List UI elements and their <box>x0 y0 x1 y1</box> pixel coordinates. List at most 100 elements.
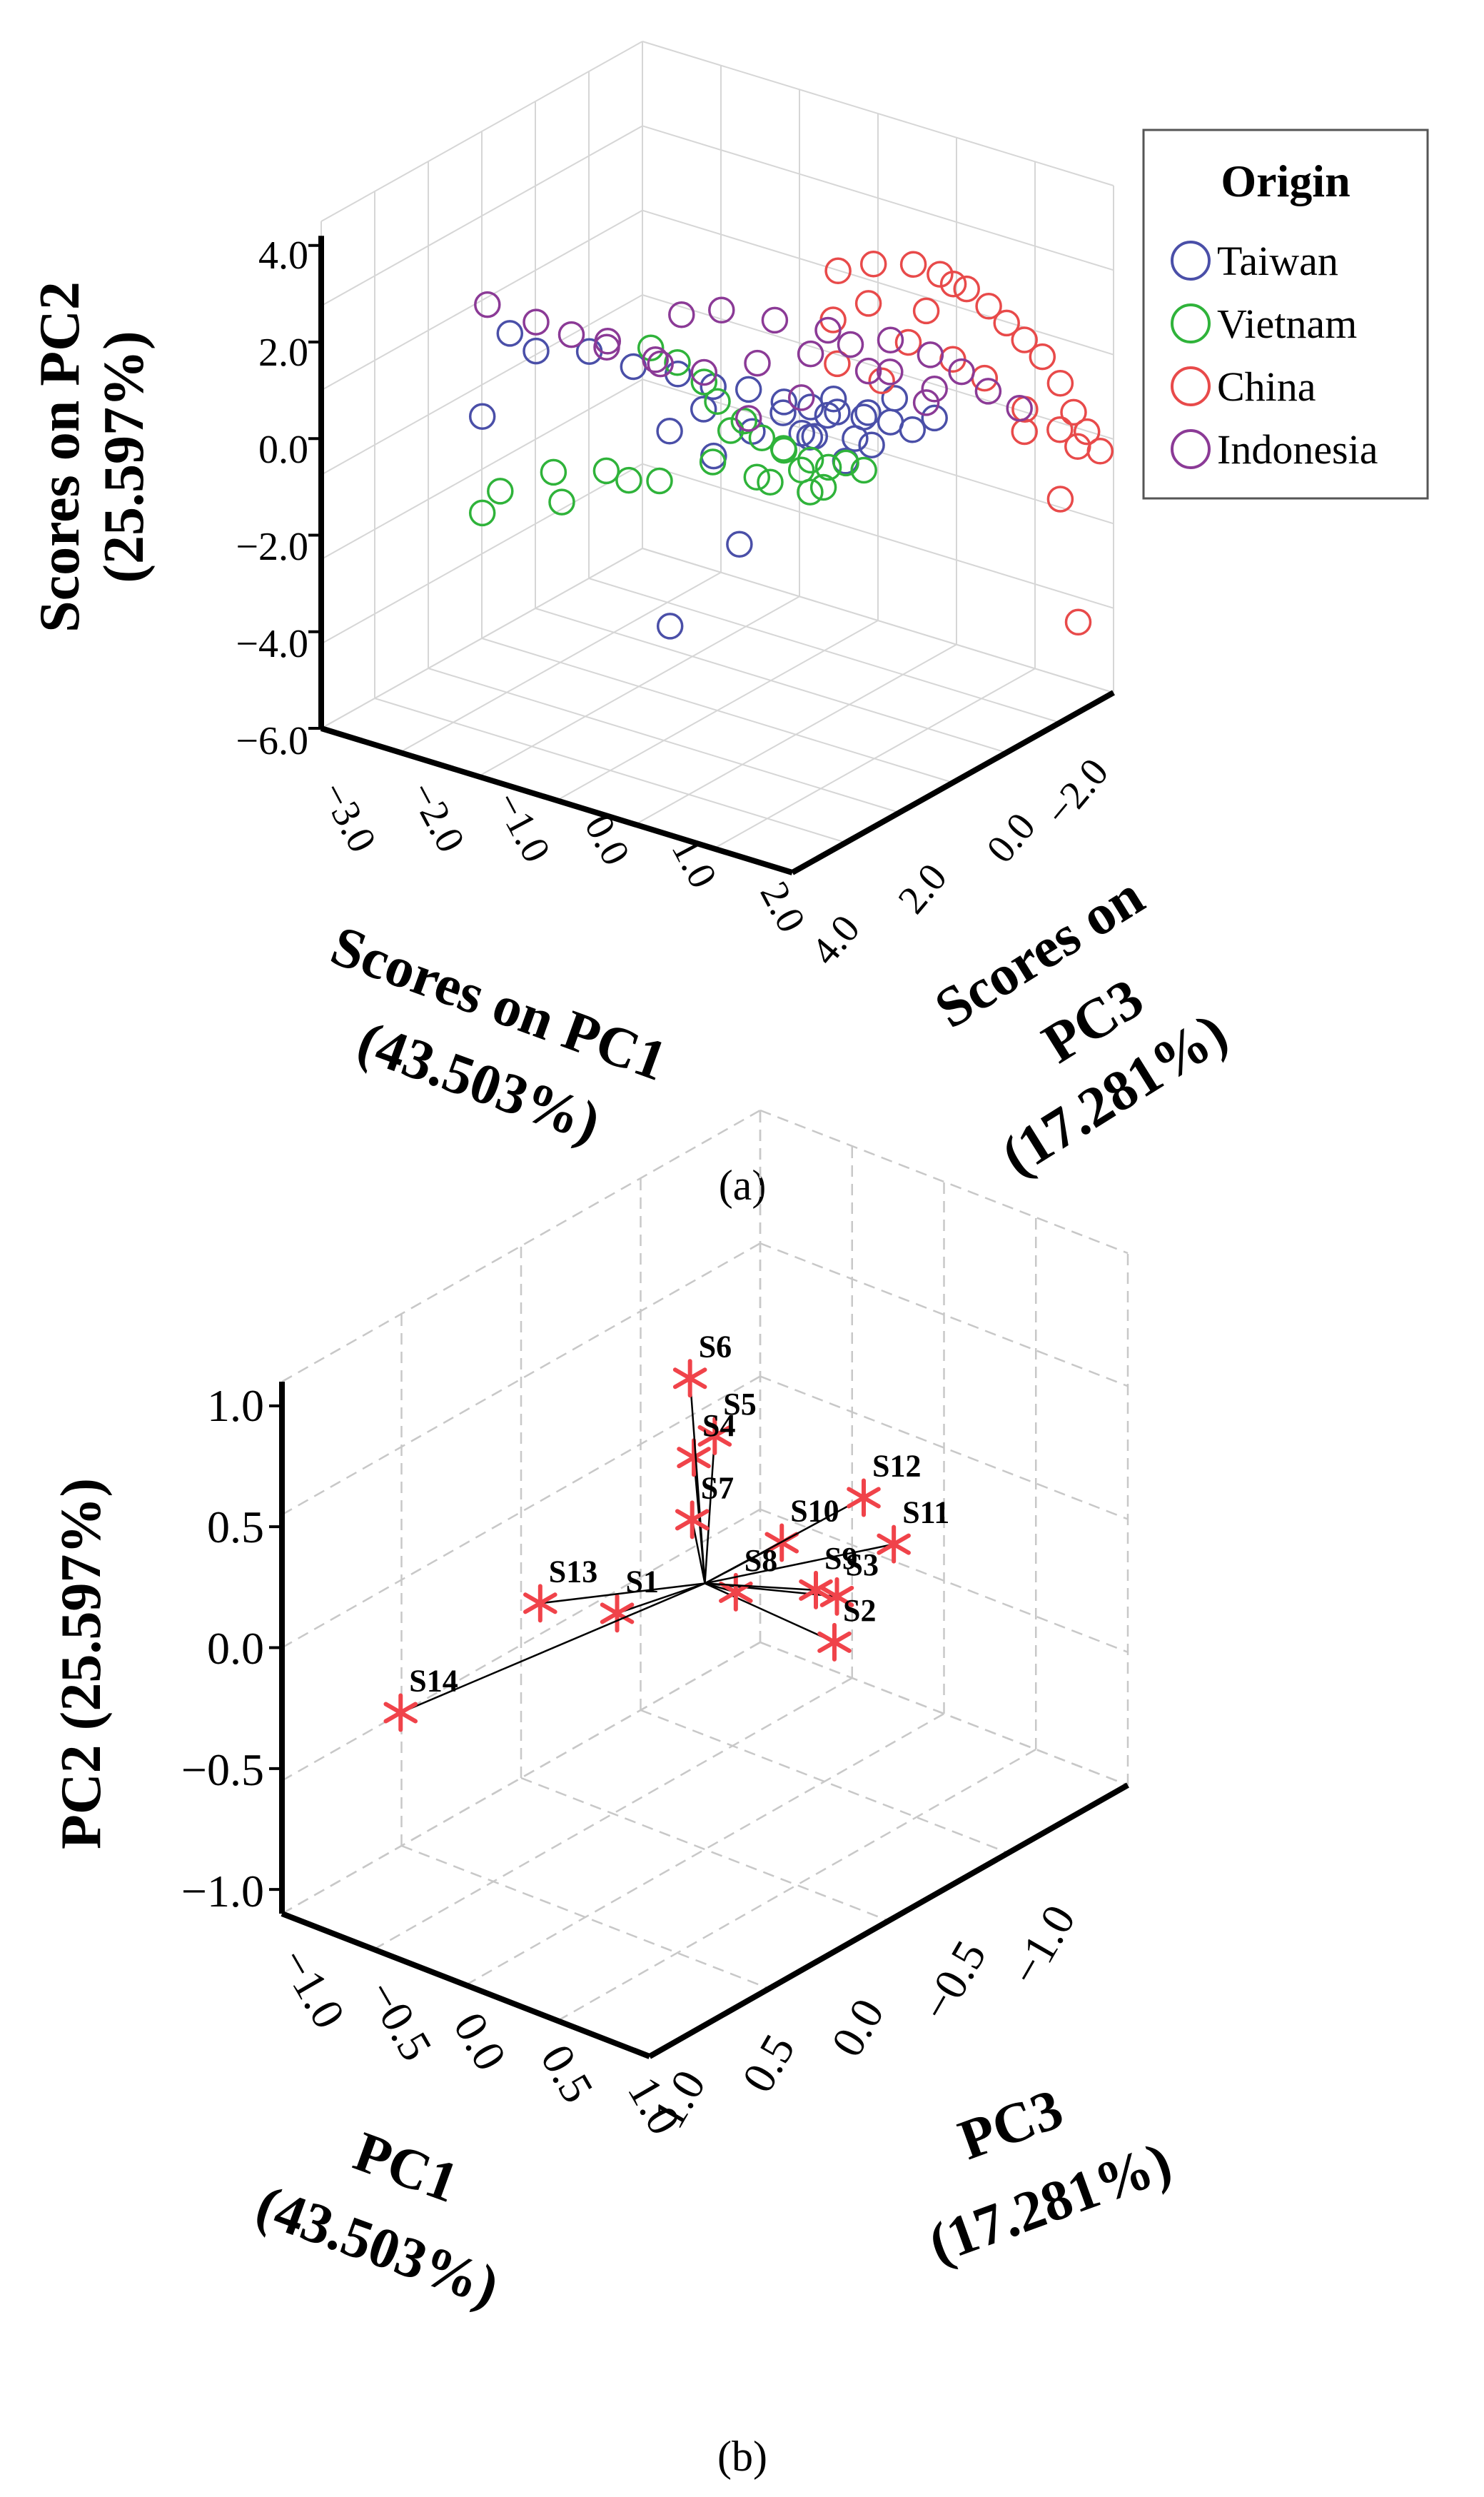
point-vietnam <box>832 449 859 477</box>
point-vietnam <box>717 417 744 444</box>
panel-a-y-ticks: 4.0 2.0 0.0 −2.0 −4.0 −6.0 <box>236 233 308 763</box>
grid-line <box>640 1709 1009 1854</box>
grid-line <box>320 41 643 222</box>
star-stroke <box>600 1602 635 1624</box>
loading-label: S10 <box>790 1494 839 1529</box>
a-x-tick-label: 1.0 <box>663 830 726 895</box>
b-z-tick-label: −0.5 <box>911 1932 996 2029</box>
grid-line <box>759 1375 1129 1520</box>
loading-vector-s5 <box>704 1435 716 1584</box>
point-indonesia <box>642 346 669 373</box>
b-y-tick-label: 0.0 <box>207 1623 264 1674</box>
point-china <box>824 350 851 378</box>
point-vietnam <box>646 467 673 495</box>
point-taiwan <box>921 404 948 432</box>
point-china <box>899 251 927 278</box>
a-y-tick-label: −2.0 <box>236 525 308 569</box>
legend-label-indonesia: Indonesia <box>1217 426 1378 473</box>
panel-b-grid <box>281 1109 1129 2058</box>
point-indonesia <box>1006 394 1033 422</box>
legend-marker-taiwan <box>1171 241 1211 281</box>
point-vietnam <box>850 456 877 484</box>
point-indonesia <box>708 296 735 324</box>
loading-label: S2 <box>843 1593 876 1628</box>
panel-b-x-ticks: −1.0 −0.5 0.0 0.5 1.0 <box>270 1940 690 2144</box>
loading-vector-s9 <box>705 1582 817 1592</box>
a-x-tick-label: −2.0 <box>400 775 473 860</box>
star-stroke <box>523 1592 557 1614</box>
panel-b-y-ticks: 1.0 0.5 0.0 −0.5 −1.0 <box>181 1380 264 1916</box>
point-china <box>927 261 954 288</box>
panel-a-grid <box>320 41 1114 873</box>
point-taiwan <box>496 320 524 347</box>
grid-line <box>635 643 957 825</box>
legend-box <box>1142 129 1429 500</box>
grid-line <box>520 1777 889 1922</box>
legend-label-china: China <box>1217 363 1316 410</box>
caption-b: (b) <box>717 2433 767 2480</box>
legend-title: Origin <box>1221 156 1350 206</box>
b-z-axis-title: PC3 <box>951 2077 1071 2172</box>
point-vietnam <box>730 407 758 435</box>
point-vietnam <box>637 334 665 361</box>
point-indonesia <box>761 306 789 334</box>
point-vietnam <box>690 368 718 396</box>
loading-marker-s4 <box>677 1438 711 1477</box>
point-china <box>939 270 967 298</box>
point-taiwan <box>796 423 824 451</box>
grid-line <box>481 638 954 783</box>
b-y-tick-label: 1.0 <box>207 1380 264 1431</box>
grid-line <box>320 125 643 307</box>
point-taiwan <box>858 431 885 458</box>
loading-label: S11 <box>902 1495 949 1530</box>
b-z-axis-title: (17.281%) <box>921 2131 1179 2276</box>
a-x-tick-label: 0.0 <box>576 808 639 873</box>
star-stroke <box>877 1533 911 1555</box>
point-vietnam <box>699 448 727 476</box>
point-vietnam <box>487 478 514 505</box>
a-y-tick-label: 2.0 <box>258 331 308 375</box>
point-taiwan <box>814 401 842 429</box>
grid-line <box>588 578 1061 723</box>
loading-marker-s5 <box>697 1416 732 1455</box>
grid-line <box>759 1109 1129 1255</box>
b-z-tick-label: −1.0 <box>1000 1896 1086 1994</box>
point-china <box>868 367 895 395</box>
grid-line <box>642 548 1114 693</box>
point-indonesia <box>744 349 771 377</box>
caption-a: (a) <box>719 1162 767 1209</box>
point-taiwan <box>899 416 927 443</box>
point-taiwan <box>690 396 717 423</box>
loading-label: S7 <box>701 1470 734 1505</box>
b-y-tick-label: −0.5 <box>181 1744 264 1795</box>
loading-vector-s2 <box>704 1582 835 1644</box>
loading-marker-s12 <box>847 1478 881 1517</box>
point-vietnam <box>748 424 776 451</box>
loading-label: S8 <box>744 1543 777 1578</box>
point-indonesia <box>668 301 695 328</box>
legend-marker-china <box>1171 366 1211 406</box>
point-indonesia <box>948 358 975 386</box>
point-china <box>975 293 1002 320</box>
star-stroke <box>697 1425 732 1447</box>
a-z-tick-label: 2.0 <box>889 855 955 922</box>
loading-vector-s14 <box>400 1582 705 1714</box>
point-vietnam <box>743 463 771 491</box>
point-indonesia <box>690 358 718 386</box>
loading-marker-s6 <box>672 1359 707 1398</box>
point-taiwan <box>770 388 798 416</box>
b-y-axis-title: PC2 (25.597%) <box>50 1478 113 1849</box>
point-vietnam <box>797 446 824 474</box>
point-taiwan <box>735 376 762 403</box>
point-taiwan <box>877 408 904 436</box>
star-stroke <box>847 1487 881 1509</box>
point-taiwan <box>726 531 753 558</box>
point-china <box>859 251 887 278</box>
star-stroke <box>819 1585 854 1607</box>
panel-a-points <box>468 251 1114 640</box>
star-stroke <box>799 1579 833 1601</box>
point-china <box>1060 398 1087 426</box>
loading-marker-s3 <box>819 1577 854 1616</box>
point-indonesia <box>557 321 585 348</box>
